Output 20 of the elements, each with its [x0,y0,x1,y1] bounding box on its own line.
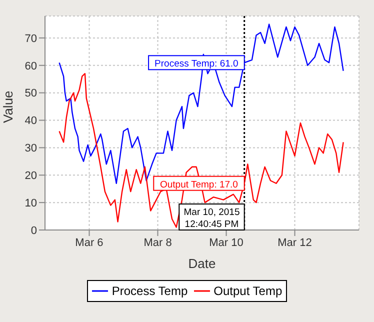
line-series [58,73,344,228]
x-tick-label: Mar 12 [278,236,312,249]
annotation: Process Temp: 61.0 [154,58,238,70]
legend-label: Output Temp [214,284,282,298]
legend-label: Process Temp [112,284,188,298]
y-tick-label: 10 [24,197,37,210]
y-tick-label: 40 [24,115,37,128]
x-tick-label: Mar 6 [75,236,104,249]
y-tick-label: 30 [24,142,37,155]
y-tick-label: 70 [24,32,37,45]
x-axis-title: Date [188,256,216,271]
y-tick-label: 50 [24,88,37,100]
y-tick-label: 0 [30,224,37,237]
x-tick-label: Mar 10 [209,236,244,249]
y-axis-title: Value [0,90,16,123]
annotation: Output Temp: 17.0 [160,179,238,190]
annotation: Mar 10, 2015 12:40:45 PM [184,207,240,230]
x-tick-label: Mar 8 [144,236,172,249]
y-tick-label: 20 [24,170,37,182]
y-tick-label: 60 [24,60,37,72]
